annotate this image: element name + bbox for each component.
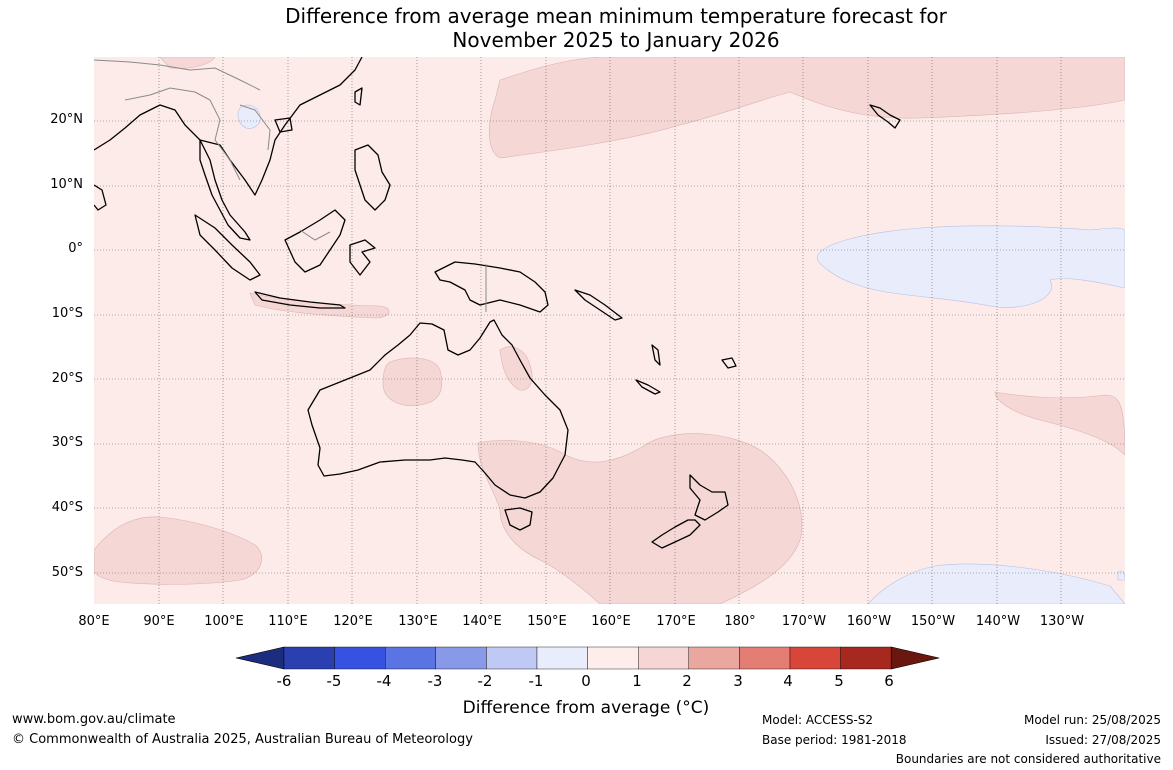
colorbar-tick-2: 2 xyxy=(682,672,692,690)
colorbar-tick-minus4: -4 xyxy=(376,672,392,690)
colorbar-tick-1: 1 xyxy=(632,672,642,690)
colorbar-segment xyxy=(840,646,892,670)
colorbar-label: Difference from average (°C) xyxy=(462,698,710,718)
lon-label-160w: 160°W xyxy=(846,614,892,629)
base-period-text: Base period: 1981-2018 xyxy=(762,733,907,747)
lat-label-40s: 40°S xyxy=(51,500,83,515)
colorbar-segment xyxy=(435,646,487,670)
nz-south-island xyxy=(651,519,701,549)
colorbar-segment xyxy=(385,646,437,670)
disclaimer-text: Boundaries are not considered authoritat… xyxy=(895,752,1161,766)
model-text: Model: ACCESS-S2 xyxy=(762,713,874,727)
lon-label-150w: 150°W xyxy=(910,614,956,629)
colorbar-tick-6: 6 xyxy=(884,672,894,690)
colorbar-segment xyxy=(789,646,841,670)
map-title: Difference from average mean minimum tem… xyxy=(0,4,1173,52)
colorbar-segment xyxy=(638,646,690,670)
colorbar xyxy=(235,646,940,670)
cool-region-indochina xyxy=(237,104,261,129)
colorbar-tick-minus2: -2 xyxy=(477,672,493,690)
warm-region-coral-sea xyxy=(499,346,533,391)
lon-label-160e: 160°E xyxy=(591,614,631,629)
graticule xyxy=(94,57,1125,604)
colorbar-segment xyxy=(486,646,538,670)
colorbar-segment xyxy=(587,646,639,670)
solomon-islands xyxy=(574,289,623,321)
vanuatu xyxy=(651,344,661,366)
title-line-2: November 2025 to January 2026 xyxy=(452,28,780,52)
colorbar-tick-4: 4 xyxy=(783,672,793,690)
nz-north-island xyxy=(689,474,729,521)
java-coast xyxy=(254,291,346,309)
lat-label-50s: 50°S xyxy=(51,565,83,580)
lat-label-30s: 30°S xyxy=(51,435,83,450)
colorbar-tick-0: 0 xyxy=(581,672,591,690)
warm-region-himalaya xyxy=(159,57,216,69)
lon-label-90e: 90°E xyxy=(143,614,175,629)
lon-label-120e: 120°E xyxy=(333,614,373,629)
lon-label-140e: 140°E xyxy=(462,614,502,629)
lat-label-20n: 20°N xyxy=(50,112,83,127)
taiwan-coast xyxy=(354,87,363,106)
lon-label-180: 180° xyxy=(724,614,756,629)
hainan-coast xyxy=(274,117,293,133)
website-text: www.bom.gov.au/climate xyxy=(12,712,176,727)
lon-label-110e: 110°E xyxy=(268,614,308,629)
hawaii xyxy=(869,104,901,129)
new-caledonia xyxy=(635,379,661,395)
issued-text: Issued: 27/08/2025 xyxy=(1045,733,1161,747)
coastlines xyxy=(94,57,901,549)
philippines-coast xyxy=(354,144,391,211)
cool-region-pacific-east-edge xyxy=(1117,570,1125,581)
lon-label-130e: 130°E xyxy=(398,614,438,629)
warm-region-south-indian xyxy=(94,516,263,585)
cool-region-equatorial-pacific xyxy=(816,225,1125,308)
title-line-1: Difference from average mean minimum tem… xyxy=(285,4,947,28)
colorbar-segment xyxy=(283,646,335,670)
lon-label-80e: 80°E xyxy=(78,614,110,629)
colorbar-tick-minus5: -5 xyxy=(326,672,342,690)
warm-region-north-pacific xyxy=(488,57,1125,159)
tasmania-coast xyxy=(504,507,533,531)
colorbar-segment xyxy=(688,646,740,670)
australia-coast xyxy=(307,319,569,499)
lon-label-150e: 150°E xyxy=(527,614,567,629)
copyright-text: © Commonwealth of Australia 2025, Austra… xyxy=(12,732,473,747)
warm-region-nz-tasman xyxy=(477,433,803,604)
colorbar-segment xyxy=(536,646,588,670)
malay-peninsula xyxy=(199,139,251,241)
colorbar-tick-3: 3 xyxy=(733,672,743,690)
colorbar-arrow-high xyxy=(890,646,940,670)
lat-label-10s: 10°S xyxy=(51,306,83,321)
lon-label-100e: 100°E xyxy=(204,614,244,629)
country-borders xyxy=(94,59,487,312)
india-east-coast xyxy=(94,184,107,211)
new-guinea-coast xyxy=(434,261,549,313)
lat-label-10n: 10°N xyxy=(50,177,83,192)
warm-region-west-australia xyxy=(382,357,443,406)
lon-label-130w: 130°W xyxy=(1039,614,1085,629)
lon-label-170w: 170°W xyxy=(781,614,827,629)
colorbar-segment xyxy=(334,646,386,670)
lat-label-20s: 20°S xyxy=(51,371,83,386)
fiji xyxy=(721,357,737,369)
lat-label-0: 0° xyxy=(68,241,83,256)
mainland-asia-coast xyxy=(94,57,363,196)
model-run-text: Model run: 25/08/2025 xyxy=(1023,713,1161,727)
colorbar-tick-minus6: -6 xyxy=(276,672,292,690)
warm-region-east-pacific xyxy=(994,391,1125,456)
colorbar-tick-minus1: -1 xyxy=(528,672,544,690)
lon-label-140w: 140°W xyxy=(975,614,1021,629)
colorbar-arrow-low xyxy=(235,646,285,670)
sumatra-coast xyxy=(194,214,261,281)
borneo-coast xyxy=(284,209,346,273)
colorbar-tick-5: 5 xyxy=(834,672,844,690)
sulawesi-coast xyxy=(349,239,376,276)
lon-label-170e: 170°E xyxy=(656,614,696,629)
colorbar-tick-minus3: -3 xyxy=(427,672,443,690)
colorbar-segment xyxy=(739,646,791,670)
